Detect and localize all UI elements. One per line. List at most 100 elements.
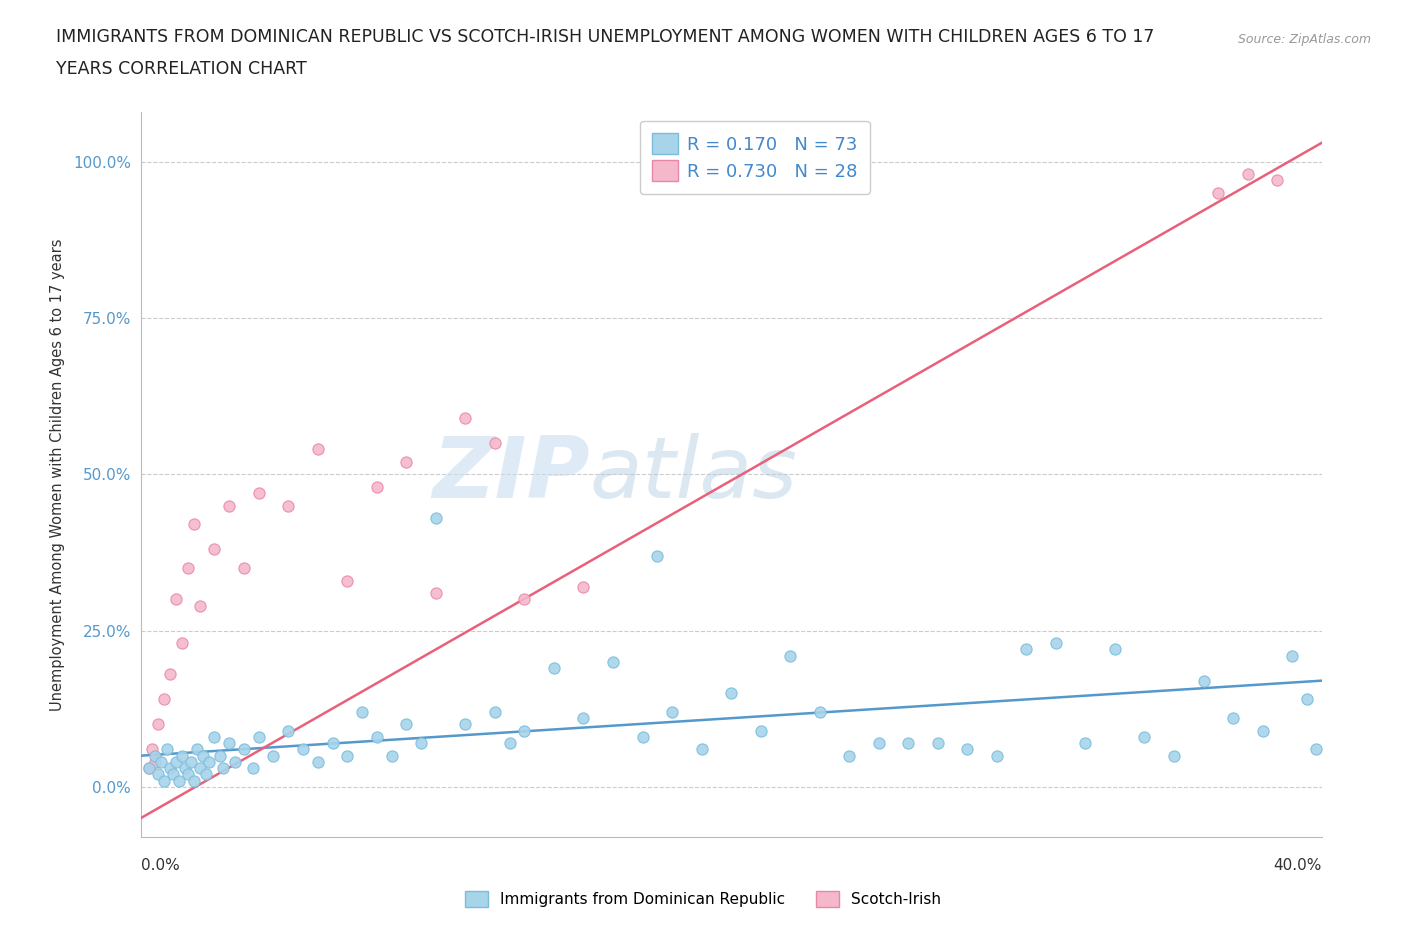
Text: atlas: atlas: [589, 432, 797, 516]
Point: [749, 724, 772, 738]
Point: [366, 729, 388, 744]
Point: [1074, 736, 1097, 751]
Point: [411, 736, 433, 751]
Text: ZIP: ZIP: [432, 432, 589, 516]
Point: [1222, 711, 1244, 725]
Point: [720, 685, 742, 700]
Point: [242, 761, 264, 776]
Point: [808, 705, 831, 720]
Point: [218, 498, 240, 513]
Point: [690, 742, 713, 757]
Point: [156, 742, 179, 757]
Point: [277, 724, 299, 738]
Legend: R = 0.170   N = 73, R = 0.730   N = 28: R = 0.170 N = 73, R = 0.730 N = 28: [640, 121, 870, 194]
Point: [602, 655, 624, 670]
Point: [1305, 742, 1327, 757]
Point: [927, 736, 949, 751]
Text: 40.0%: 40.0%: [1274, 857, 1322, 872]
Point: [956, 742, 979, 757]
Point: [868, 736, 890, 751]
Point: [513, 591, 536, 606]
Point: [307, 754, 329, 769]
Point: [167, 773, 190, 788]
Point: [209, 749, 232, 764]
Point: [170, 749, 193, 764]
Point: [212, 761, 235, 776]
Point: [572, 711, 595, 725]
Point: [1296, 692, 1319, 707]
Point: [177, 561, 200, 576]
Point: [484, 435, 506, 450]
Point: [194, 767, 217, 782]
Point: [1281, 648, 1303, 663]
Point: [197, 754, 219, 769]
Point: [150, 754, 173, 769]
Point: [454, 410, 477, 425]
Point: [321, 736, 344, 751]
Point: [232, 561, 256, 576]
Point: [838, 749, 860, 764]
Point: [897, 736, 920, 751]
Point: [454, 717, 477, 732]
Point: [186, 742, 208, 757]
Y-axis label: Unemployment Among Women with Children Ages 6 to 17 years: Unemployment Among Women with Children A…: [49, 238, 65, 711]
Point: [336, 749, 359, 764]
Point: [425, 586, 447, 601]
Point: [336, 573, 359, 588]
Point: [145, 754, 166, 769]
Point: [183, 773, 205, 788]
Point: [153, 773, 176, 788]
Legend: Immigrants from Dominican Republic, Scotch-Irish: Immigrants from Dominican Republic, Scot…: [458, 884, 948, 913]
Text: 0.0%: 0.0%: [141, 857, 180, 872]
Point: [1045, 636, 1067, 651]
Point: [1251, 724, 1274, 738]
Point: [247, 485, 270, 500]
Point: [307, 442, 329, 457]
Point: [162, 767, 184, 782]
Point: [572, 579, 595, 594]
Point: [277, 498, 299, 513]
Point: [153, 692, 176, 707]
Point: [1265, 173, 1288, 188]
Point: [1015, 642, 1038, 657]
Point: [159, 761, 181, 776]
Point: [1133, 729, 1156, 744]
Point: [177, 767, 200, 782]
Point: [484, 705, 506, 720]
Point: [191, 749, 214, 764]
Point: [202, 542, 225, 557]
Point: [986, 749, 1008, 764]
Point: [380, 749, 404, 764]
Point: [138, 761, 160, 776]
Point: [779, 648, 801, 663]
Point: [366, 479, 388, 494]
Point: [183, 517, 205, 532]
Point: [165, 754, 187, 769]
Point: [513, 724, 536, 738]
Point: [188, 598, 211, 613]
Point: [224, 754, 246, 769]
Point: [1104, 642, 1126, 657]
Point: [148, 717, 170, 732]
Point: [174, 761, 197, 776]
Text: IMMIGRANTS FROM DOMINICAN REPUBLIC VS SCOTCH-IRISH UNEMPLOYMENT AMONG WOMEN WITH: IMMIGRANTS FROM DOMINICAN REPUBLIC VS SC…: [56, 28, 1154, 46]
Point: [148, 767, 170, 782]
Point: [180, 754, 202, 769]
Point: [498, 736, 520, 751]
Point: [247, 729, 270, 744]
Point: [165, 591, 187, 606]
Point: [631, 729, 654, 744]
Text: Source: ZipAtlas.com: Source: ZipAtlas.com: [1237, 33, 1371, 46]
Point: [395, 717, 418, 732]
Point: [262, 749, 284, 764]
Point: [159, 667, 181, 682]
Point: [218, 736, 240, 751]
Point: [170, 636, 193, 651]
Point: [647, 548, 669, 563]
Point: [1237, 166, 1260, 181]
Point: [1206, 185, 1229, 200]
Text: YEARS CORRELATION CHART: YEARS CORRELATION CHART: [56, 60, 307, 78]
Point: [543, 660, 565, 675]
Point: [202, 729, 225, 744]
Point: [232, 742, 256, 757]
